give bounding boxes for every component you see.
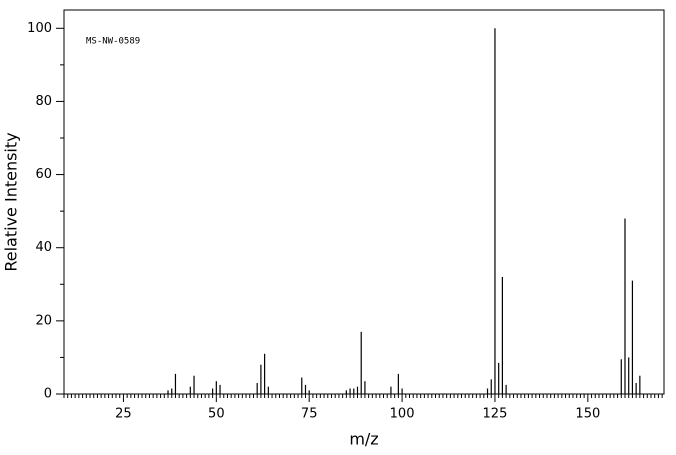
- y-axis-title: Relative Intensity: [2, 132, 21, 271]
- annotation: MS-NW-0589: [86, 37, 140, 47]
- plot-frame: [63, 9, 665, 395]
- y-tick-label: 100: [27, 21, 52, 36]
- y-tick-label: 40: [35, 240, 52, 255]
- x-tick-label: 25: [115, 407, 132, 422]
- y-tick-label: 0: [44, 387, 52, 402]
- x-axis-title: m/z: [349, 430, 378, 449]
- x-tick-label: 150: [575, 407, 600, 422]
- y-tick-label: 80: [35, 94, 52, 109]
- x-tick-label: 50: [208, 407, 225, 422]
- x-tick-label: 125: [483, 407, 508, 422]
- y-tick-label: 60: [35, 167, 52, 182]
- x-tick-label: 100: [390, 407, 415, 422]
- y-tick-label: 20: [35, 313, 52, 328]
- x-tick-label: 75: [301, 407, 318, 422]
